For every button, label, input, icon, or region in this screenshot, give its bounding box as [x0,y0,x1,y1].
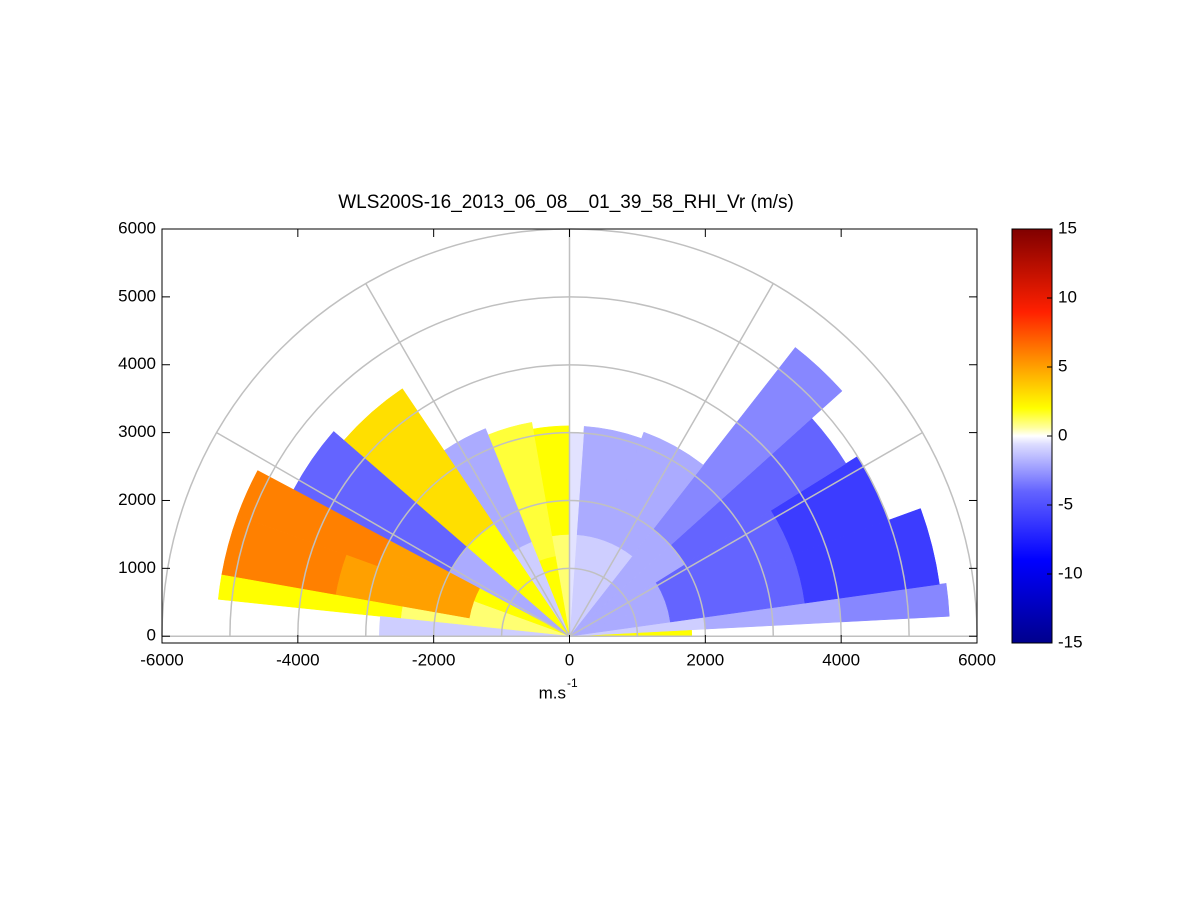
colorbar-tick-label: 0 [1058,425,1067,444]
y-tick-label: 2000 [118,490,156,509]
velocity-sector [604,431,704,557]
x-tick-label: 2000 [686,650,724,669]
colorbar-tick-label: 15 [1058,218,1077,237]
colorbar-tick-label: -15 [1058,632,1083,651]
y-tick-label: 3000 [118,422,156,441]
elevation-spoke [568,283,774,637]
colorbar-tick-label: 10 [1058,287,1077,306]
y-tick-label: 6000 [118,218,156,237]
x-axis-label-superscript: -1 [567,676,578,690]
chart-title: WLS200S-16_2013_06_08__01_39_58_RHI_Vr (… [338,192,794,213]
x-axis-label: m.s [539,683,566,702]
y-tick-label: 4000 [118,354,156,373]
x-tick-label: 0 [565,650,574,669]
colorbar [1011,228,1053,644]
x-tick-label: -4000 [276,650,319,669]
x-tick-label: 4000 [822,650,860,669]
x-tick-label: -6000 [140,650,183,669]
x-tick-label: 6000 [958,650,996,669]
colorbar-tick-label: -10 [1058,563,1083,582]
colorbar-tick-label: -5 [1058,494,1073,513]
x-tick-label: -2000 [412,650,455,669]
y-tick-label: 5000 [118,286,156,305]
colorbar-tick-label: 5 [1058,356,1067,375]
elevation-spoke [365,283,571,637]
elevation-spoke [569,431,923,637]
y-tick-label: 1000 [118,558,156,577]
elevation-spoke [216,431,570,637]
y-tick-label: 0 [147,626,156,645]
